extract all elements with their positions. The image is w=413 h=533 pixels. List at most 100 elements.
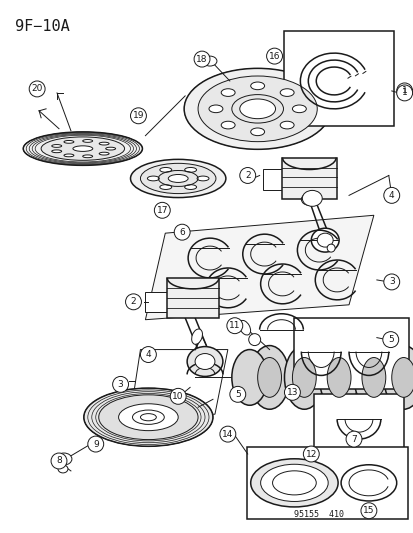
Text: 13: 13	[286, 388, 297, 397]
Text: 18: 18	[196, 54, 207, 63]
Ellipse shape	[326, 244, 335, 252]
Bar	[284, 31, 393, 126]
Circle shape	[303, 446, 318, 462]
Ellipse shape	[52, 144, 62, 147]
Ellipse shape	[140, 414, 156, 421]
Text: 5: 5	[387, 335, 393, 344]
Circle shape	[125, 294, 141, 310]
Ellipse shape	[284, 345, 323, 409]
Text: 7: 7	[350, 434, 356, 443]
Ellipse shape	[301, 190, 321, 206]
Circle shape	[112, 376, 128, 392]
Bar	[262, 168, 290, 190]
Ellipse shape	[311, 228, 338, 252]
Ellipse shape	[292, 105, 306, 112]
Text: 4: 4	[388, 191, 394, 200]
Circle shape	[51, 453, 67, 469]
Text: 8: 8	[56, 456, 62, 465]
Ellipse shape	[83, 140, 93, 142]
Ellipse shape	[238, 320, 250, 335]
Ellipse shape	[52, 150, 62, 152]
Text: 4: 4	[145, 350, 151, 359]
Circle shape	[219, 426, 235, 442]
Ellipse shape	[202, 56, 216, 66]
Ellipse shape	[118, 404, 178, 431]
Ellipse shape	[316, 233, 332, 247]
Circle shape	[266, 48, 282, 64]
Ellipse shape	[83, 388, 212, 446]
Bar	[145, 292, 171, 312]
Text: 1: 1	[401, 86, 406, 95]
Circle shape	[170, 389, 186, 404]
Text: 2: 2	[131, 297, 136, 306]
Ellipse shape	[197, 176, 209, 181]
Ellipse shape	[280, 89, 293, 96]
Bar	[294, 318, 408, 389]
Bar	[167, 278, 218, 318]
Circle shape	[88, 436, 103, 452]
Circle shape	[239, 167, 255, 183]
Text: 15: 15	[362, 506, 374, 515]
Ellipse shape	[318, 345, 358, 409]
Ellipse shape	[64, 141, 74, 143]
Ellipse shape	[168, 174, 188, 182]
Circle shape	[194, 51, 209, 67]
Circle shape	[383, 274, 399, 290]
Ellipse shape	[272, 471, 316, 495]
Text: 19: 19	[133, 111, 144, 120]
Ellipse shape	[23, 132, 142, 165]
Text: 12: 12	[305, 449, 316, 458]
Ellipse shape	[99, 152, 109, 155]
Circle shape	[284, 384, 300, 400]
Ellipse shape	[248, 334, 260, 345]
Ellipse shape	[187, 346, 222, 376]
Ellipse shape	[209, 105, 222, 112]
Ellipse shape	[260, 464, 328, 502]
Circle shape	[174, 224, 190, 240]
Text: 17: 17	[156, 206, 168, 215]
Ellipse shape	[184, 185, 196, 189]
Text: 14: 14	[222, 430, 233, 439]
Ellipse shape	[301, 193, 316, 205]
Circle shape	[229, 386, 245, 402]
Circle shape	[226, 318, 242, 334]
Text: 11: 11	[228, 321, 240, 330]
Polygon shape	[320, 367, 323, 387]
Ellipse shape	[56, 453, 72, 465]
Ellipse shape	[140, 163, 216, 193]
Ellipse shape	[326, 358, 350, 397]
Ellipse shape	[83, 155, 93, 158]
Ellipse shape	[58, 465, 68, 473]
Text: 1: 1	[401, 88, 406, 98]
Ellipse shape	[239, 99, 275, 119]
Bar	[246, 447, 407, 519]
Ellipse shape	[197, 76, 316, 142]
Ellipse shape	[184, 68, 330, 149]
Circle shape	[396, 85, 412, 101]
Circle shape	[360, 503, 376, 519]
Ellipse shape	[191, 329, 202, 344]
Ellipse shape	[41, 137, 124, 160]
Ellipse shape	[130, 159, 225, 198]
Text: 20: 20	[31, 84, 43, 93]
Text: 9F−10A: 9F−10A	[15, 19, 70, 34]
Circle shape	[130, 108, 146, 124]
Ellipse shape	[250, 459, 337, 507]
Ellipse shape	[361, 358, 385, 397]
Polygon shape	[145, 215, 373, 320]
Text: 95155  410: 95155 410	[294, 510, 344, 519]
Ellipse shape	[231, 350, 267, 405]
Ellipse shape	[105, 147, 115, 150]
Text: 9: 9	[93, 440, 98, 449]
Ellipse shape	[147, 176, 159, 181]
Text: 2: 2	[244, 171, 250, 180]
Ellipse shape	[184, 167, 196, 172]
Ellipse shape	[250, 128, 264, 135]
Ellipse shape	[280, 121, 293, 129]
Ellipse shape	[383, 345, 413, 409]
Circle shape	[345, 431, 361, 447]
Circle shape	[383, 188, 399, 203]
Polygon shape	[268, 475, 272, 491]
Text: 5: 5	[234, 390, 240, 399]
Polygon shape	[384, 367, 392, 387]
